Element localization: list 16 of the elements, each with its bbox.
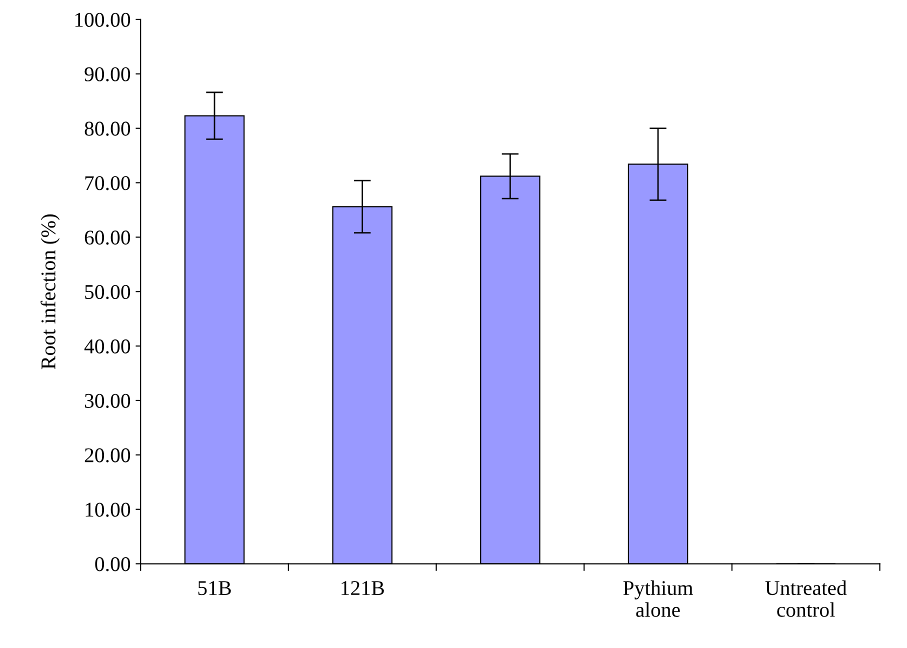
- y-tick-label: 60.00: [84, 230, 130, 245]
- y-tick-label: 30.00: [84, 394, 130, 408]
- y-tick-label: 90.00: [84, 67, 130, 82]
- y-tick-label: 100.00: [75, 12, 130, 27]
- y-tick-label: 20.00: [84, 448, 130, 462]
- x-tick-label: 51B: [198, 581, 231, 596]
- y-tick-label: 10.00: [86, 502, 130, 517]
- x-tick-label: Pythium alone: [623, 580, 694, 617]
- x-tick-label: 121B: [342, 581, 384, 595]
- y-tick-label: 40.00: [84, 339, 130, 354]
- y-tick-label: 70.00: [85, 176, 130, 190]
- y-axis-title: Root infection (%): [40, 214, 60, 370]
- x-tick-label: Untreated control: [765, 580, 847, 617]
- y-tick-label: 0.00: [95, 557, 130, 572]
- y-tick-label: 50.00: [85, 284, 130, 300]
- y-tick-label: 80.00: [84, 122, 130, 136]
